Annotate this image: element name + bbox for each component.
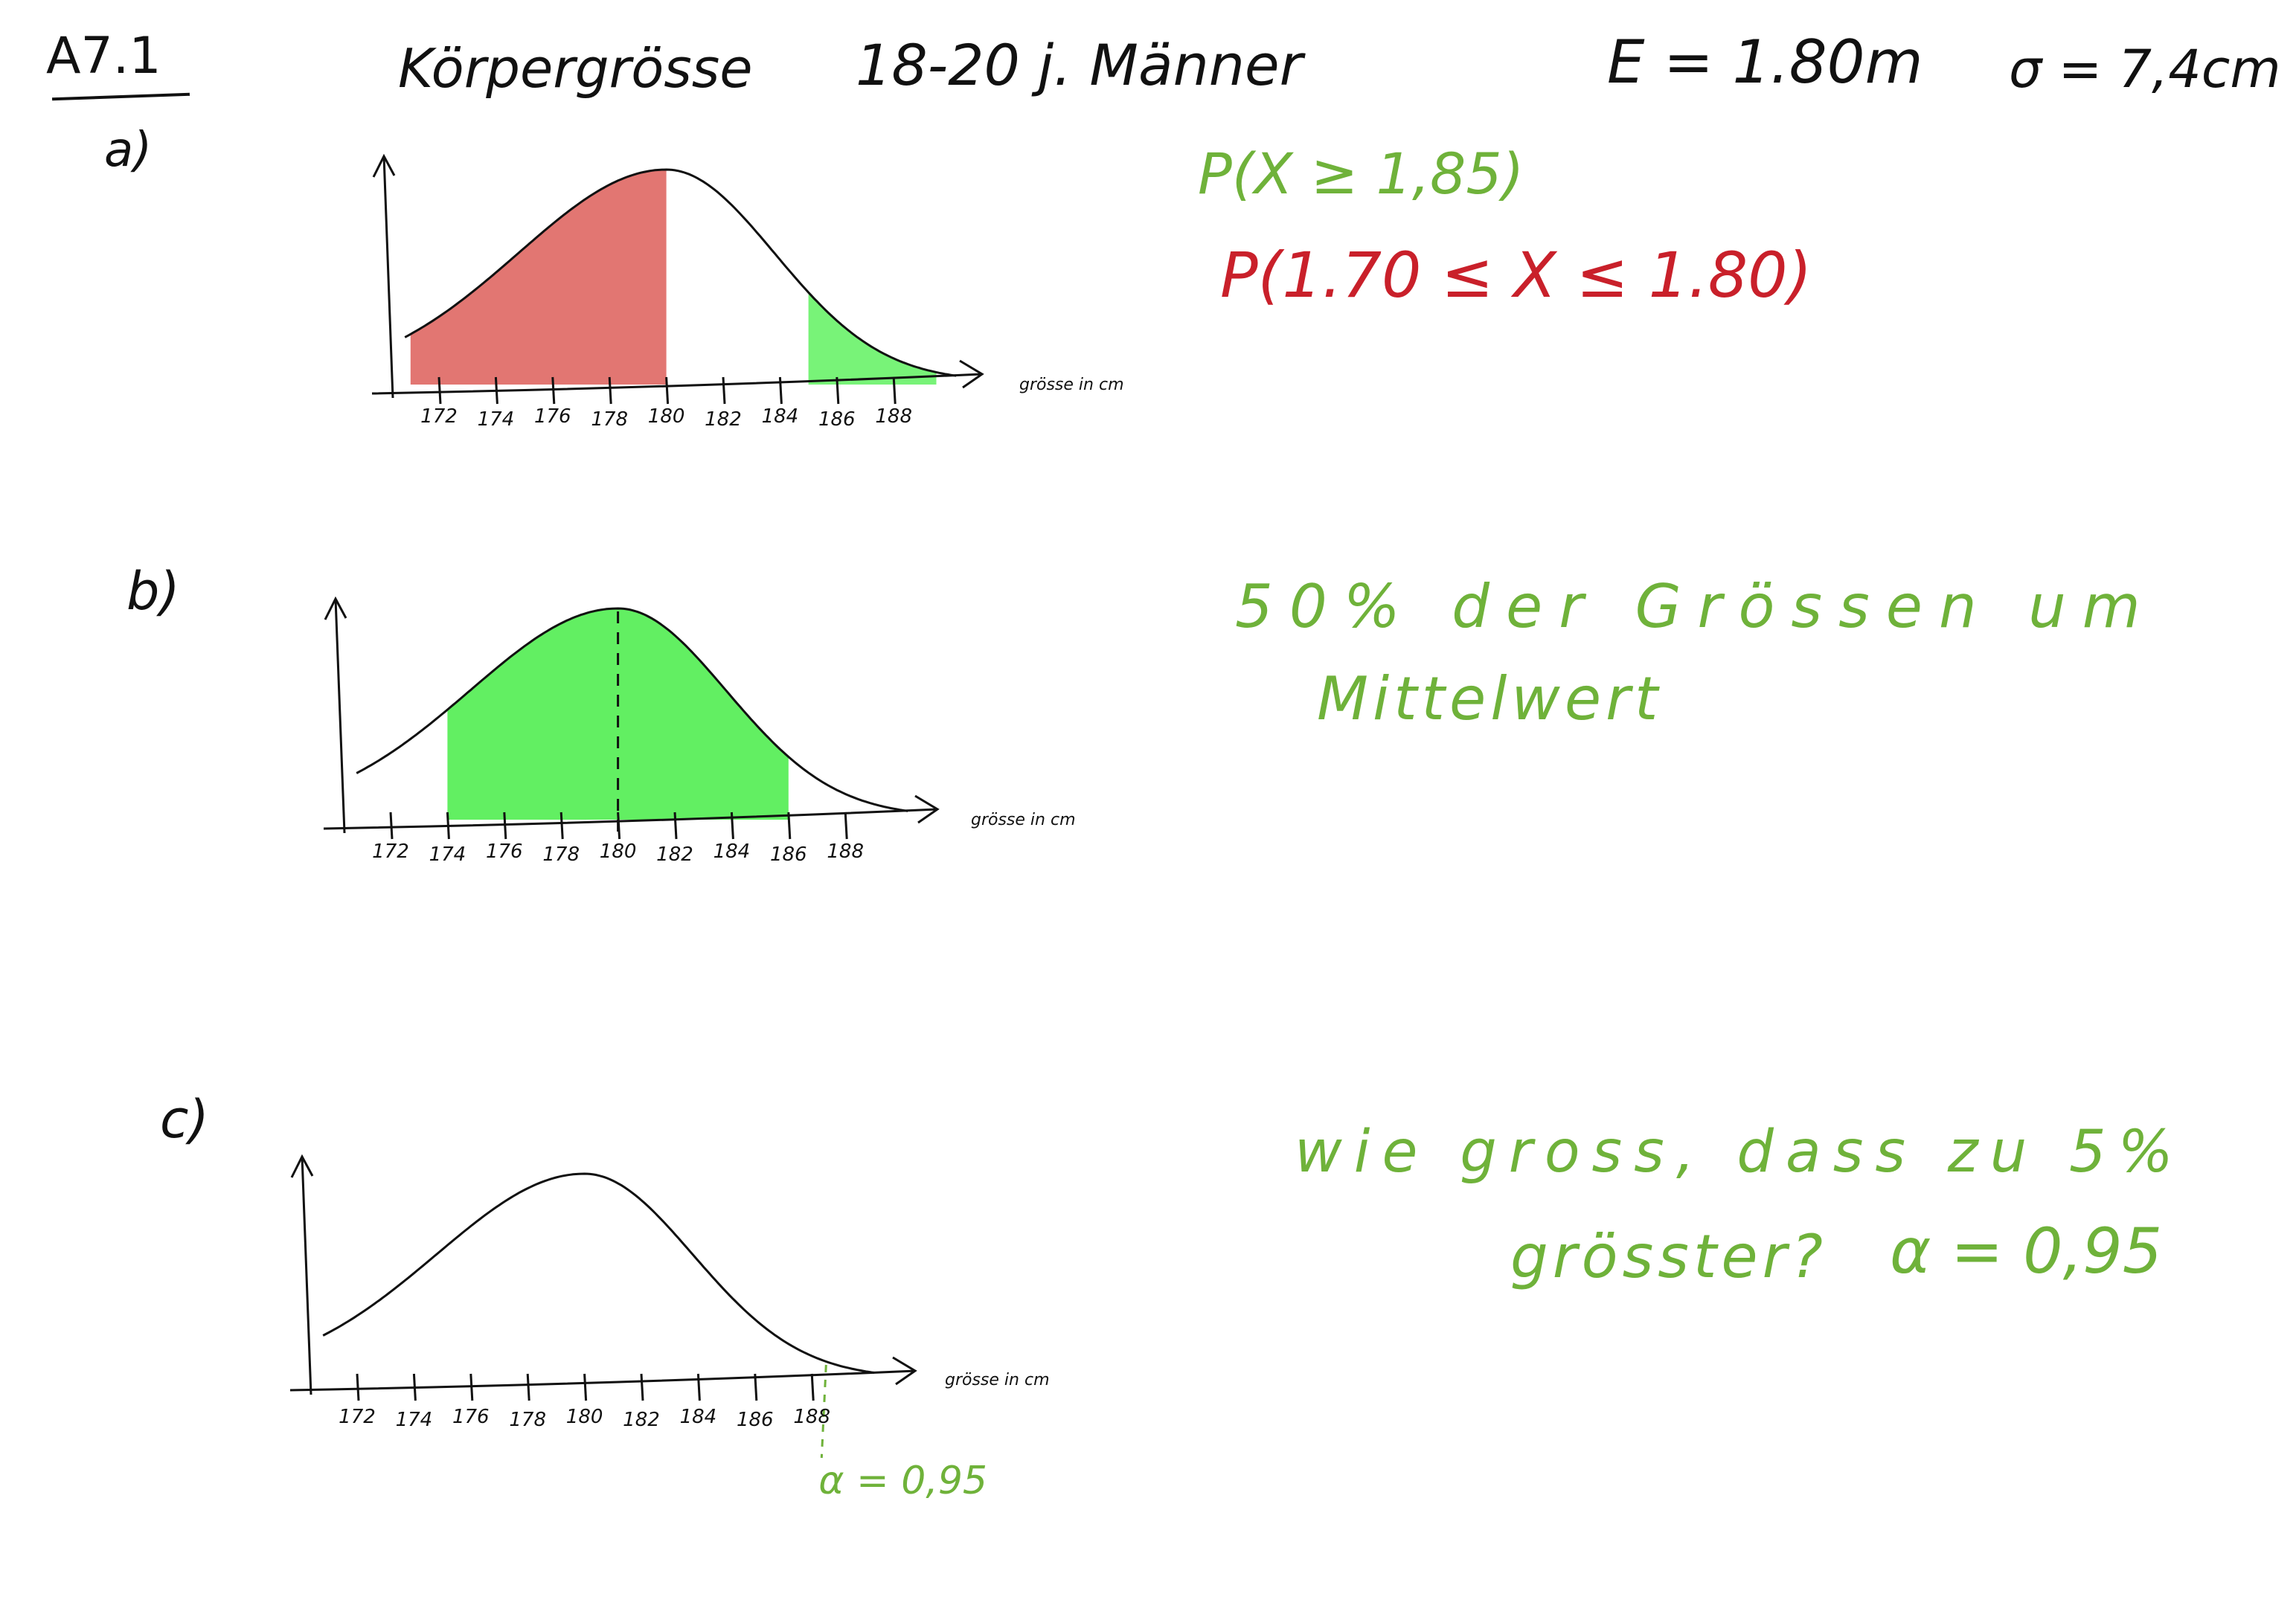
x-tick-mark <box>722 376 726 405</box>
part-c-annotation-alpha: α = 0,95 <box>1890 1215 2163 1288</box>
x-tick-label: 178 <box>509 1409 547 1431</box>
x-axis-arrow <box>959 359 984 389</box>
y-axis-line <box>301 1156 312 1395</box>
shaded-area <box>447 608 789 820</box>
part-c-annotation-line1: wie gross, dass zu 5% <box>1295 1119 2185 1186</box>
quantile-label: α = 0,95 <box>818 1459 987 1503</box>
x-tick-mark <box>412 1373 417 1401</box>
part-a-annotation-interval: P(1.70 ≤ X ≤ 1.80) <box>1220 239 1812 312</box>
x-tick-label: 174 <box>477 408 515 431</box>
group-title: 18-20 j. Männer <box>856 32 1303 98</box>
x-axis-line <box>323 808 938 830</box>
x-tick-label: 172 <box>339 1406 376 1428</box>
y-axis-arrow <box>324 596 347 620</box>
x-tick-label: 188 <box>793 1406 831 1428</box>
x-tick-mark <box>844 812 848 840</box>
x-tick-label: 178 <box>542 843 580 866</box>
part-c-annotation-line2: grösster? <box>1510 1222 1827 1291</box>
x-tick-mark <box>356 1373 360 1401</box>
task-id: A7.1 <box>46 27 161 86</box>
shaded-area <box>410 170 667 385</box>
x-tick-label: 184 <box>713 841 751 863</box>
x-tick-label: 180 <box>647 405 685 428</box>
x-tick-label: 188 <box>827 841 865 863</box>
density-curve <box>404 168 957 377</box>
part-c-label: c) <box>160 1089 209 1150</box>
part-b-annotation-line1: 50% der Grössen um <box>1235 572 2157 641</box>
y-axis-arrow <box>290 1154 314 1178</box>
x-tick-label: 176 <box>485 841 523 863</box>
quantile-dashed-line <box>820 1364 827 1459</box>
x-tick-mark <box>696 1373 701 1401</box>
x-tick-mark <box>836 376 840 405</box>
x-tick-label: 178 <box>591 408 629 431</box>
x-axis-line <box>289 1369 916 1392</box>
density-curve <box>356 607 908 812</box>
x-tick-label: 188 <box>875 405 913 428</box>
x-tick-label: 180 <box>599 841 637 863</box>
x-tick-label: 174 <box>395 1409 433 1431</box>
part-a-label: a) <box>104 123 153 178</box>
density-curve <box>322 1172 875 1374</box>
x-tick-mark <box>551 376 556 405</box>
x-tick-label: 184 <box>679 1406 717 1428</box>
y-axis-arrow <box>372 153 396 178</box>
x-tick-mark <box>778 376 783 405</box>
x-tick-mark <box>503 812 507 840</box>
part-b-label: b) <box>126 561 180 622</box>
topic-title: Körpergrösse <box>398 37 753 100</box>
x-axis-title: grösse in cm <box>971 811 1076 829</box>
x-tick-mark <box>892 376 897 405</box>
shaded-area <box>808 292 937 385</box>
x-axis-title: grösse in cm <box>1019 376 1124 394</box>
x-tick-label: 186 <box>818 408 856 431</box>
x-tick-label: 184 <box>761 405 799 428</box>
x-axis-arrow <box>892 1356 917 1386</box>
x-tick-mark <box>494 376 498 405</box>
x-axis-line <box>371 373 983 395</box>
x-tick-mark <box>810 1373 815 1401</box>
x-tick-mark <box>526 1373 530 1401</box>
sigma-value: σ = 7,4cm <box>2009 39 2281 100</box>
x-tick-label: 186 <box>736 1409 774 1431</box>
x-tick-label: 182 <box>656 843 693 866</box>
part-b-annotation-line2: Mittelwert <box>1317 664 1663 733</box>
x-tick-mark <box>559 812 564 840</box>
x-tick-label: 172 <box>372 841 409 863</box>
x-tick-mark <box>389 812 394 840</box>
x-tick-mark <box>640 1373 644 1401</box>
x-tick-label: 182 <box>623 1409 660 1431</box>
y-axis-line <box>382 155 394 399</box>
x-tick-label: 186 <box>769 843 807 866</box>
x-tick-mark <box>787 812 792 840</box>
x-tick-mark <box>437 376 442 405</box>
part-a-annotation-tail: P(X ≥ 1,85) <box>1198 141 1524 207</box>
x-tick-mark <box>446 812 450 840</box>
x-tick-mark <box>730 812 734 840</box>
x-tick-label: 176 <box>533 405 571 428</box>
x-tick-label: 182 <box>705 408 742 431</box>
x-tick-mark <box>608 376 612 405</box>
x-axis-arrow <box>914 794 940 824</box>
x-tick-mark <box>665 376 670 405</box>
x-tick-label: 172 <box>420 405 458 428</box>
y-axis-line <box>334 598 346 834</box>
x-tick-label: 176 <box>452 1406 490 1428</box>
mean-value: E = 1.80m <box>1607 28 1923 97</box>
x-axis-title: grösse in cm <box>945 1371 1050 1389</box>
x-tick-label: 174 <box>429 843 466 866</box>
x-tick-label: 180 <box>565 1406 603 1428</box>
x-tick-mark <box>469 1373 474 1401</box>
x-tick-mark <box>754 1373 758 1401</box>
x-tick-mark <box>673 812 678 840</box>
x-tick-mark <box>583 1373 588 1401</box>
